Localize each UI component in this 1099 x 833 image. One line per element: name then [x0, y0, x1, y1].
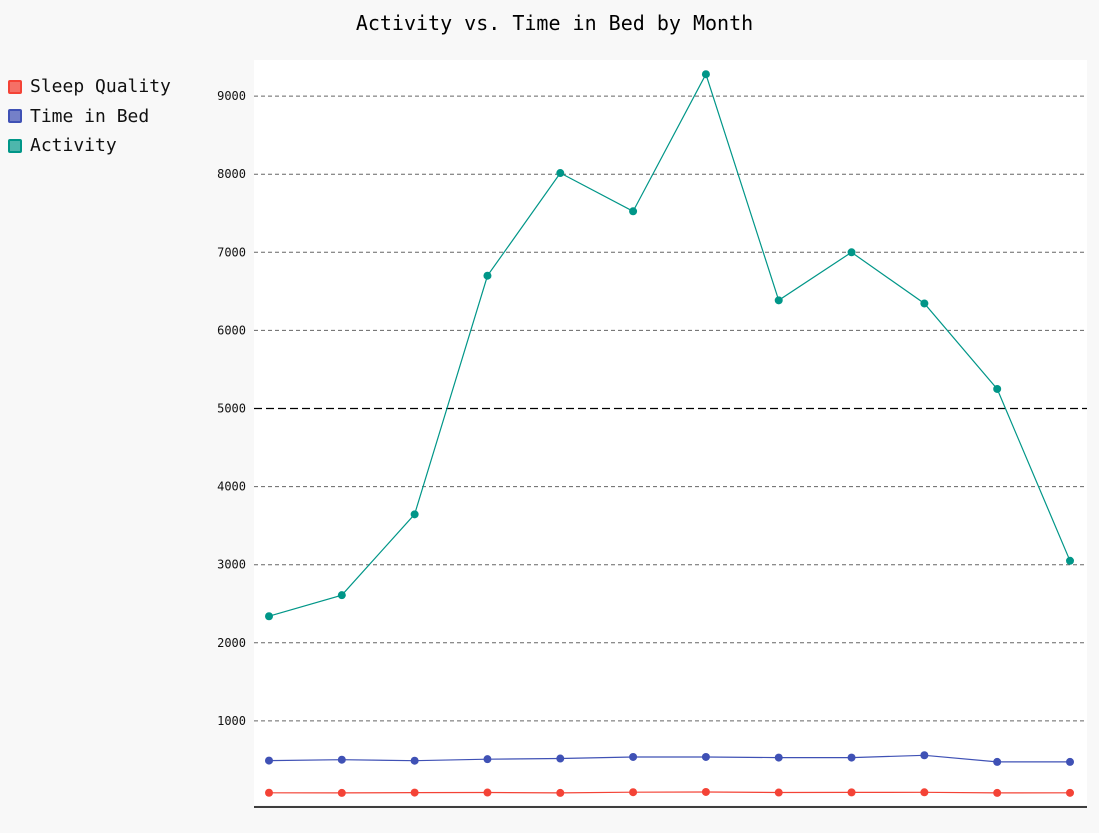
data-point[interactable] — [483, 271, 492, 280]
data-point[interactable] — [920, 751, 929, 760]
data-point[interactable] — [556, 788, 565, 797]
y-tick-label: 1000 — [217, 714, 246, 728]
y-tick-label: 5000 — [217, 402, 246, 416]
data-point[interactable] — [1066, 757, 1074, 766]
data-point[interactable] — [556, 169, 565, 178]
data-point[interactable] — [847, 788, 856, 797]
y-axis-tick-labels: 1000 2000 3000 4000 5000 6000 7000 8000 9000 — [217, 89, 246, 728]
data-point[interactable] — [847, 248, 856, 257]
data-point[interactable] — [993, 788, 1002, 797]
data-point[interactable] — [410, 756, 419, 765]
plot-background — [254, 60, 1087, 805]
data-point[interactable] — [337, 755, 346, 764]
data-point[interactable] — [993, 757, 1002, 766]
legend-swatch-sleep-quality — [8, 79, 22, 94]
data-point[interactable] — [701, 70, 710, 79]
data-point[interactable] — [920, 788, 929, 797]
series-line-time-in-bed — [268, 754, 1070, 763]
legend-label: Time in Bed — [30, 105, 150, 127]
data-point[interactable] — [847, 753, 856, 762]
data-point[interactable] — [993, 384, 1002, 393]
y-tick-label: 7000 — [217, 245, 246, 259]
legend-label: Sleep Quality — [30, 76, 171, 98]
data-point[interactable] — [774, 753, 783, 762]
legend-label: Activity — [30, 135, 117, 157]
series-line-activity — [268, 72, 1071, 617]
data-point[interactable] — [265, 756, 273, 765]
data-point[interactable] — [337, 788, 346, 797]
data-point[interactable] — [483, 788, 492, 797]
series-group — [265, 70, 1074, 797]
data-point[interactable] — [556, 754, 565, 763]
data-point[interactable] — [920, 299, 929, 308]
legend-swatch-activity — [8, 138, 22, 153]
series-line-sleep-quality — [268, 791, 1071, 794]
y-tick-label: 8000 — [217, 167, 246, 181]
y-tick-label: 6000 — [217, 323, 246, 337]
legend-item-time-in-bed[interactable]: Time in Bed — [8, 102, 171, 132]
y-tick-label: 2000 — [217, 636, 246, 650]
y-tick-label: 9000 — [217, 89, 246, 103]
chart-title: Activity vs. Time in Bed by Month — [355, 11, 754, 35]
legend-item-activity[interactable]: Activity — [8, 131, 171, 161]
y-tick-label: 3000 — [217, 558, 246, 572]
data-point[interactable] — [629, 788, 638, 797]
data-point[interactable] — [701, 787, 710, 796]
data-point[interactable] — [629, 207, 638, 216]
grid — [254, 95, 1087, 722]
data-point[interactable] — [701, 752, 710, 761]
data-point[interactable] — [265, 612, 273, 621]
data-point[interactable] — [629, 752, 638, 761]
y-tick-label: 4000 — [217, 480, 246, 494]
legend: Sleep Quality Time in Bed Activity — [8, 72, 171, 161]
data-point[interactable] — [1066, 556, 1074, 565]
legend-item-sleep-quality[interactable]: Sleep Quality — [8, 72, 171, 102]
data-point[interactable] — [774, 296, 783, 305]
data-point[interactable] — [265, 788, 273, 797]
data-point[interactable] — [410, 788, 419, 797]
data-point[interactable] — [483, 755, 492, 764]
legend-swatch-time-in-bed — [8, 109, 22, 124]
data-point[interactable] — [774, 788, 783, 797]
data-point[interactable] — [410, 510, 419, 519]
data-point[interactable] — [1066, 788, 1074, 797]
data-point[interactable] — [337, 591, 346, 600]
